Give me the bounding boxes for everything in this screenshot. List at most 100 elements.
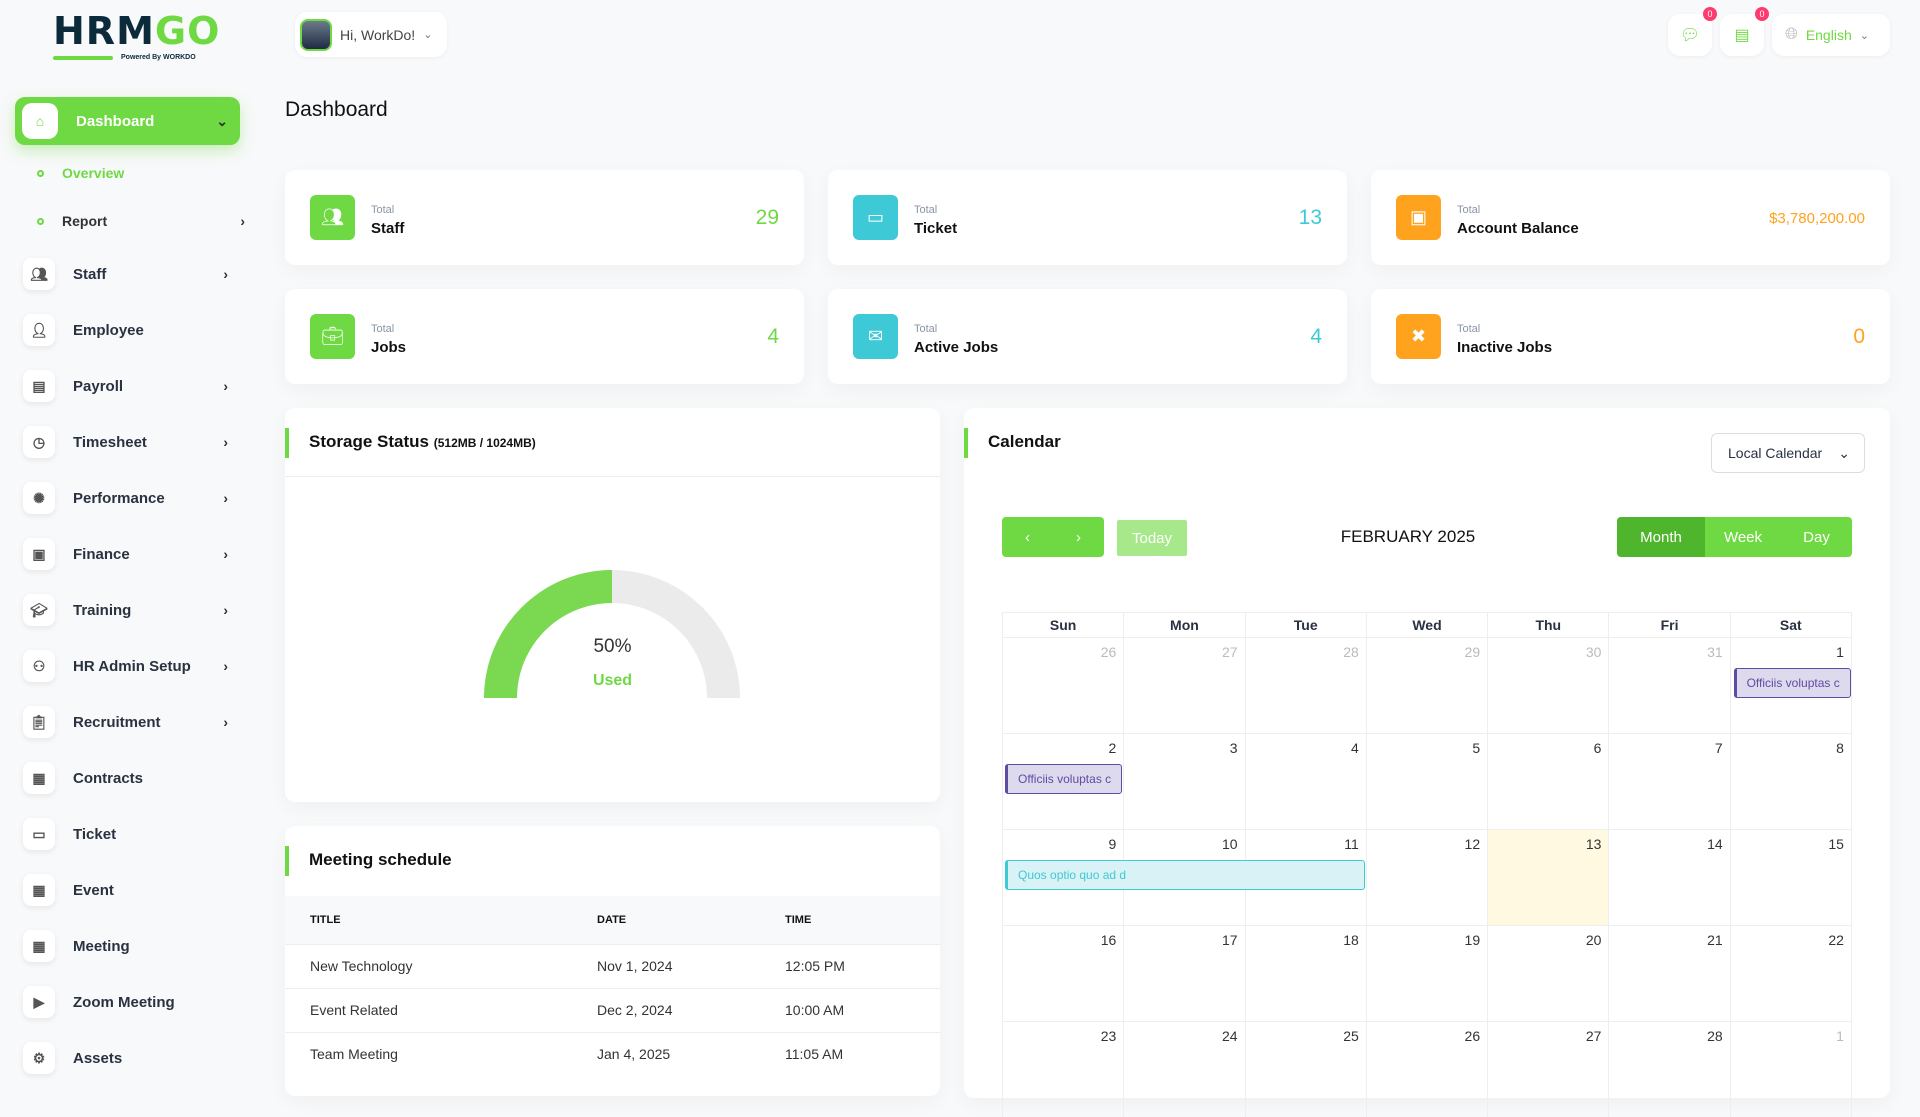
sidebar-item-event[interactable]: ▦ Event: [15, 866, 240, 914]
chevron-down-icon: ⌄: [1838, 444, 1850, 461]
sidebar-item-performance[interactable]: ✺ Performance ›: [15, 474, 240, 522]
table-row[interactable]: Event Related Dec 2, 2024 10:00 AM: [285, 987, 940, 1032]
calendar-day[interactable]: 7: [1609, 733, 1731, 829]
next-month-button[interactable]: ›: [1053, 517, 1104, 557]
table-row[interactable]: New Technology Nov 1, 2024 12:05 PM: [285, 943, 940, 988]
calendar-day[interactable]: 3: [1124, 733, 1246, 829]
stat-small-label: Total: [914, 323, 938, 335]
performance-icon: ✺: [23, 482, 55, 514]
hrmgo-logo[interactable]: HRMGO Powered By WORKDO: [53, 9, 221, 68]
storage-title: Storage Status (512MB / 1024MB): [309, 432, 536, 451]
calendar-day[interactable]: 30: [1488, 637, 1610, 733]
language-select[interactable]: 🌐︎ English ⌄: [1772, 14, 1890, 56]
sidebar-item-meeting[interactable]: ▦ Meeting: [15, 922, 240, 970]
calendar-day[interactable]: 27: [1124, 637, 1246, 733]
message-square-icon: ▤: [1734, 27, 1750, 44]
chevron-right-icon: ›: [223, 378, 228, 394]
calendar-day[interactable]: 14: [1609, 829, 1731, 925]
calendar-event[interactable]: Quos optio quo ad d: [1005, 860, 1366, 890]
column-header: TITLE: [285, 896, 572, 944]
calendar-day[interactable]: 28: [1609, 1021, 1731, 1117]
assets-icon: ⚙: [23, 1042, 55, 1074]
today-button[interactable]: Today: [1117, 520, 1187, 556]
chevron-down-icon: ⌄: [423, 29, 433, 41]
stat-value: $3,780,200.00: [1769, 210, 1865, 227]
calendar-day[interactable]: 15: [1730, 829, 1852, 925]
calendar-event[interactable]: Officiis voluptas c: [1733, 668, 1851, 698]
calendar-day[interactable]: 1: [1730, 1021, 1852, 1117]
users-icon: 👥︎: [23, 258, 55, 290]
table-cell: Nov 1, 2024: [572, 943, 760, 988]
calendar-day[interactable]: 13: [1488, 829, 1610, 925]
table-cell: 10:00 AM: [760, 987, 940, 1032]
calendar-day[interactable]: 2: [1003, 733, 1125, 829]
calendar-day[interactable]: 4: [1245, 733, 1367, 829]
calendar-day[interactable]: 6: [1488, 733, 1610, 829]
calendar-day[interactable]: 8: [1730, 733, 1852, 829]
stat-value: 0: [1853, 325, 1865, 348]
calendar-day[interactable]: 12: [1366, 829, 1489, 925]
calendar-day[interactable]: 23: [1003, 1021, 1125, 1117]
sidebar-subitem-report[interactable]: Report ›: [37, 213, 245, 229]
stat-label: Account Balance: [1457, 220, 1579, 237]
sidebar-item-training[interactable]: 🎓︎ Training ›: [15, 586, 240, 634]
sidebar-item-label: Event: [73, 881, 114, 899]
greeting: Hi, WorkDo!: [340, 26, 416, 43]
avatar: [300, 18, 332, 51]
page-title: Dashboard: [285, 98, 388, 121]
calendar-meeting-icon: ▦: [23, 930, 55, 962]
calendar-day[interactable]: 25: [1245, 1021, 1367, 1117]
sidebar-item-recruitment[interactable]: 📋︎ Recruitment ›: [15, 698, 240, 746]
sidebar-item-assets[interactable]: ⚙ Assets: [15, 1034, 240, 1082]
globe-icon: 🌐︎: [1785, 26, 1798, 43]
prev-month-button[interactable]: ‹: [1002, 517, 1053, 557]
calendar-day[interactable]: 1: [1730, 637, 1852, 733]
day-view-button[interactable]: Day: [1781, 517, 1852, 557]
calendar-day[interactable]: 29: [1366, 637, 1489, 733]
sidebar-item-label: Meeting: [73, 937, 130, 955]
calendar-day[interactable]: 19: [1366, 925, 1489, 1021]
sidebar-item-employee[interactable]: 👤︎ Employee: [15, 306, 240, 354]
sidebar-item-ticket[interactable]: ▭ Ticket: [15, 810, 240, 858]
calendar-day[interactable]: 31: [1609, 637, 1731, 733]
week-view-button[interactable]: Week: [1705, 517, 1781, 557]
calendar-day[interactable]: 17: [1124, 925, 1246, 1021]
table-row[interactable]: Team Meeting Jan 4, 2025 11:05 AM: [285, 1031, 940, 1076]
calendar-week: 9 10 11 12 13 14 15: [1003, 829, 1852, 925]
bullet-icon: [37, 169, 44, 177]
sidebar-item-hr-admin-setup[interactable]: ⚇ HR Admin Setup ›: [15, 642, 240, 690]
logo-wordmark: HRMGO: [53, 9, 221, 53]
chevron-right-icon: ›: [223, 434, 228, 450]
month-view-button[interactable]: Month: [1617, 517, 1705, 557]
sidebar-item-timesheet[interactable]: ◷ Timesheet ›: [15, 418, 240, 466]
calendar-day[interactable]: 20: [1488, 925, 1610, 1021]
calendar-day[interactable]: 18: [1245, 925, 1367, 1021]
calendar-day[interactable]: 26: [1366, 1021, 1489, 1117]
sidebar-item-payroll[interactable]: ▤ Payroll ›: [15, 362, 240, 410]
calendar-day[interactable]: 27: [1488, 1021, 1610, 1117]
sidebar-item-finance[interactable]: ▣ Finance ›: [15, 530, 240, 578]
calendar-source-select[interactable]: Local Calendar ⌄: [1711, 433, 1865, 473]
sidebar-item-dashboard[interactable]: ⌂ Dashboard ⌄: [15, 97, 240, 145]
calendar-day[interactable]: 24: [1124, 1021, 1246, 1117]
calendar-day[interactable]: 26: [1003, 637, 1125, 733]
calendar-event[interactable]: Officiis voluptas c: [1005, 764, 1123, 794]
sidebar-subitem-overview[interactable]: Overview: [37, 165, 237, 181]
sidebar-item-zoom-meeting[interactable]: ▶ Zoom Meeting: [15, 978, 240, 1026]
calendar-day[interactable]: 28: [1245, 637, 1367, 733]
sidebar-item-staff[interactable]: 👥︎ Staff ›: [15, 250, 240, 298]
calendar-day[interactable]: 5: [1366, 733, 1489, 829]
sidebar-item-contracts[interactable]: ▦ Contracts: [15, 754, 240, 802]
notifications-button[interactable]: ▤ 0: [1720, 7, 1769, 56]
calendar-day[interactable]: 16: [1003, 925, 1125, 1021]
calendar-day[interactable]: 22: [1730, 925, 1852, 1021]
messages-button[interactable]: 💬︎ 0: [1668, 7, 1717, 56]
calendar-day[interactable]: 11: [1245, 829, 1367, 925]
stat-value: 4: [1310, 325, 1322, 348]
user-menu[interactable]: Hi, WorkDo! ⌄: [295, 12, 447, 57]
day-header: Sun: [1003, 612, 1125, 637]
day-header: Mon: [1124, 612, 1246, 637]
calendar-day[interactable]: 21: [1609, 925, 1731, 1021]
calendar-week: 16 17 18 19 20 21 22: [1003, 925, 1852, 1021]
calendar-month-title: FEBRUARY 2025: [1340, 527, 1476, 546]
